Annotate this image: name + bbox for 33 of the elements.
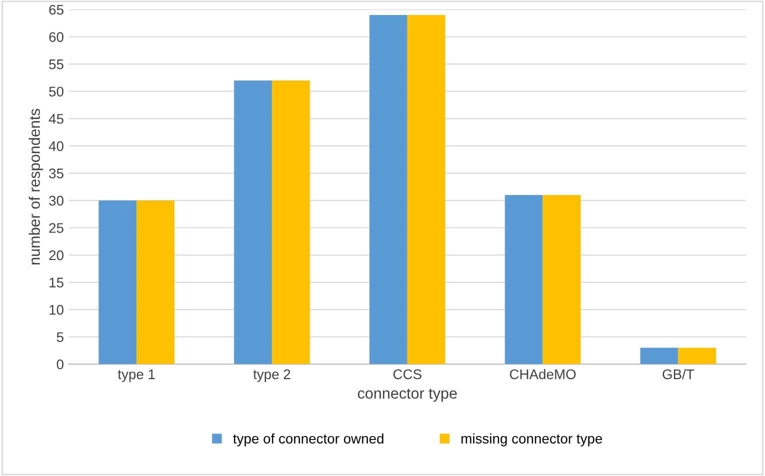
y-tick-label: 35 [49, 168, 64, 178]
y-axis-title: number of respondents [28, 108, 43, 264]
bar [234, 80, 272, 364]
bar [640, 348, 678, 364]
legend-label: missing connector type [462, 433, 602, 446]
bar [98, 200, 137, 364]
y-tick-label: 20 [49, 250, 64, 260]
y-tick-label: 15 [50, 278, 64, 288]
y-tick-label: 50 [49, 86, 64, 97]
x-tick-label: CHAdeMO [510, 369, 576, 380]
bar [272, 80, 310, 364]
y-tick-label: 30 [49, 196, 64, 206]
x-tick-label: GB/T [662, 369, 694, 380]
bar [136, 200, 174, 364]
y-tick-label: 5 [56, 332, 64, 342]
bar [369, 14, 408, 364]
y-tick-label: 55 [49, 60, 64, 70]
y-tick-label: 0 [56, 359, 64, 370]
bar [407, 14, 446, 364]
x-tick-label: type 1 [118, 370, 155, 382]
x-axis-title: connector type [358, 388, 457, 402]
y-tick-label: 25 [49, 223, 64, 233]
y-tick-label: 10 [50, 304, 64, 315]
y-tick-label: 60 [49, 32, 64, 42]
x-tick-label: CCS [393, 369, 422, 380]
legend-label: type of connector owned [233, 433, 384, 446]
x-tick-label: type 2 [253, 369, 290, 382]
bar [542, 195, 581, 364]
bar [678, 348, 716, 364]
y-tick-label: 45 [48, 114, 64, 124]
y-tick-label: 65 [49, 4, 64, 15]
y-tick-label: 40 [48, 141, 64, 152]
bar [504, 195, 543, 364]
